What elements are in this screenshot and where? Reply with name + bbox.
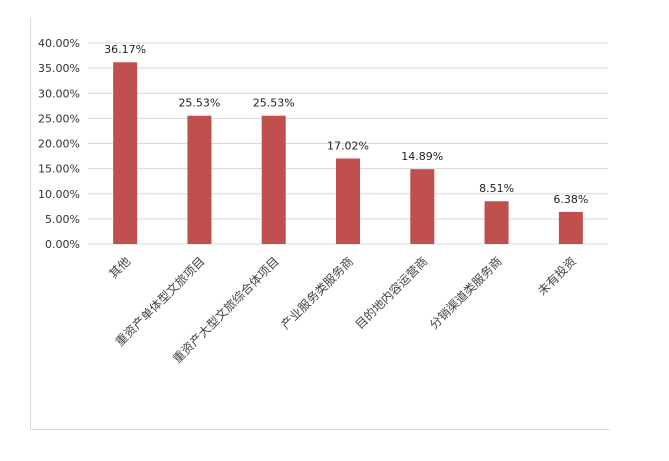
data-label: 25.53% [253, 97, 295, 110]
y-tick-label: 5.00% [45, 213, 80, 226]
y-tick-label: 10.00% [38, 188, 80, 201]
y-tick-label: 35.00% [38, 62, 80, 75]
y-tick-label: 20.00% [38, 138, 80, 151]
bar [558, 211, 583, 244]
data-label: 36.17% [104, 43, 146, 56]
bar [261, 115, 286, 244]
bar [187, 115, 212, 244]
y-tick-label: 25.00% [38, 112, 80, 125]
category-label: 分销渠道类服务商 [426, 254, 504, 332]
bar [336, 158, 360, 244]
y-tick-label: 40.00% [38, 37, 80, 50]
data-label: 8.51% [479, 182, 514, 195]
data-label: 6.38% [553, 193, 588, 206]
bar [113, 62, 138, 244]
category-label: 其他 [106, 254, 133, 281]
category-label: 目的地内容运营商 [352, 254, 430, 332]
category-label: 未有投资 [534, 254, 579, 299]
bar [410, 169, 435, 244]
data-label: 25.53% [178, 97, 220, 110]
y-tick-label: 15.00% [38, 163, 80, 176]
chart-frame [30, 18, 610, 430]
data-label: 14.89% [401, 150, 443, 163]
bar [484, 201, 509, 244]
y-tick-label: 30.00% [38, 87, 80, 100]
data-label: 17.02% [327, 139, 369, 152]
category-label: 产业服务类服务商 [278, 254, 356, 332]
y-tick-label: 0.00% [45, 238, 80, 251]
